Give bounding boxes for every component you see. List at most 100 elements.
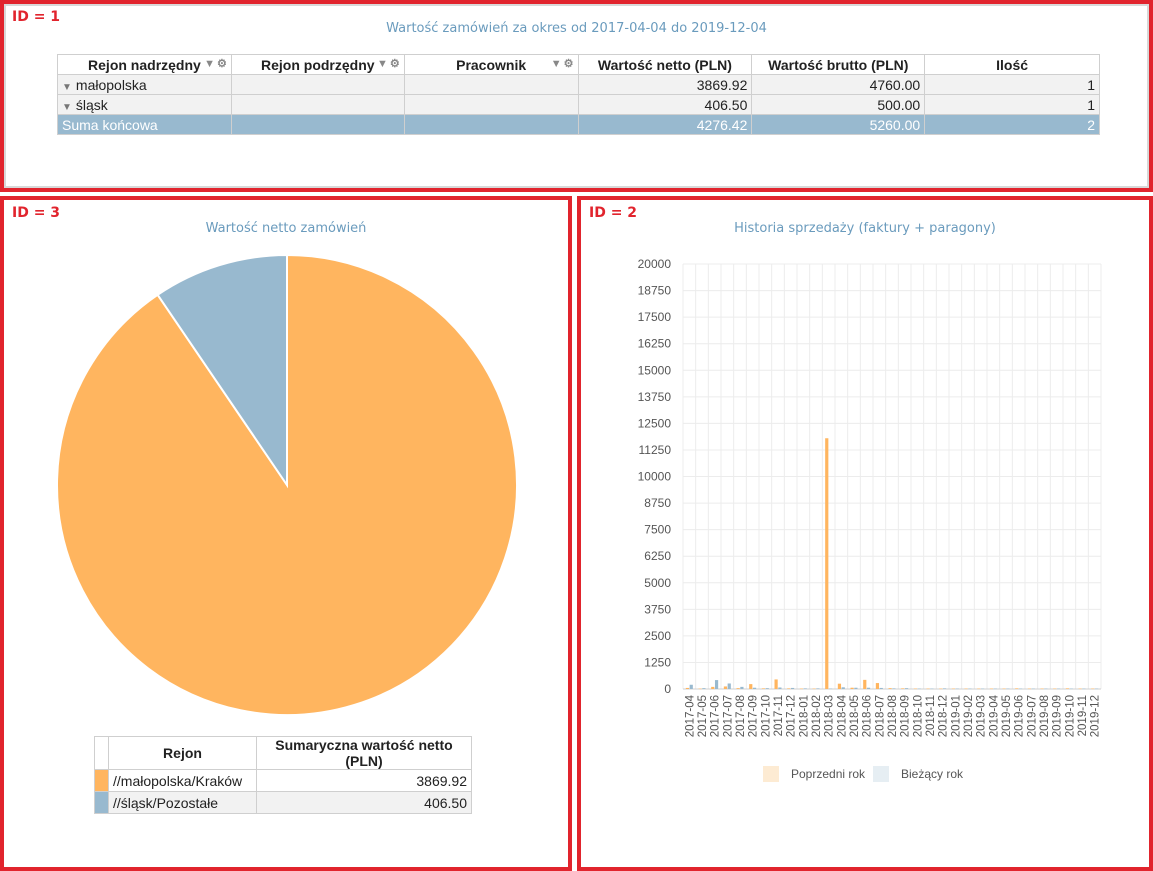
bar[interactable] [951, 688, 956, 690]
bar[interactable] [740, 686, 744, 689]
bar[interactable] [1006, 688, 1010, 690]
x-tick-label: 2017-04 [684, 694, 696, 737]
filter-icon[interactable]: ▼ [376, 58, 388, 70]
column-header-pracownik[interactable]: Pracownik ▼ ⚙ [403, 54, 579, 75]
bar[interactable] [1015, 688, 1019, 689]
bar[interactable] [841, 687, 845, 689]
pie-slice[interactable] [56, 253, 518, 716]
bar[interactable] [828, 688, 833, 690]
bar[interactable] [939, 688, 943, 690]
row-expander[interactable]: ▼ małopolska [57, 74, 232, 95]
gear-icon[interactable]: ⚙ [389, 58, 400, 70]
gear-icon[interactable]: ⚙ [563, 58, 574, 70]
bar[interactable] [685, 687, 690, 689]
column-header-rejon-nadrzedny[interactable]: Rejon nadrzędny ▼ ⚙ [57, 54, 232, 75]
x-tick-label: 2018-05 [849, 695, 861, 737]
total-row: Suma końcowa 4276.42 5260.00 2 [57, 114, 1100, 135]
filter-icon[interactable]: ▼ [550, 58, 562, 70]
column-header-rejon-podrzedny[interactable]: Rejon podrzędny ▼ ⚙ [230, 54, 405, 75]
bar[interactable] [1091, 688, 1095, 690]
collapse-triangle-icon[interactable]: ▼ [62, 101, 72, 113]
x-tick-label: 2019-09 [1052, 695, 1064, 737]
column-header-brutto[interactable]: Wartość brutto (PLN) [751, 54, 926, 75]
bar[interactable] [980, 688, 985, 690]
bar[interactable] [698, 688, 702, 690]
legend-item-current[interactable]: Bieżący rok [873, 766, 963, 782]
legend-item-previous[interactable]: Poprzedni rok [763, 766, 865, 782]
bar[interactable] [752, 687, 757, 689]
bar[interactable] [917, 688, 921, 690]
row-expander[interactable]: ▼ śląsk [57, 94, 232, 115]
bar[interactable] [749, 684, 753, 689]
bar[interactable] [1082, 688, 1086, 690]
bar[interactable] [930, 688, 934, 690]
bar[interactable] [968, 688, 972, 690]
bar[interactable] [736, 688, 740, 689]
bar[interactable] [765, 688, 769, 689]
bar[interactable] [892, 688, 896, 689]
bar[interactable] [1031, 688, 1035, 690]
x-tick-label: 2017-08 [735, 695, 747, 737]
total-netto: 4276.42 [577, 114, 753, 135]
bar[interactable] [913, 688, 918, 690]
bar[interactable] [1078, 688, 1082, 690]
bar[interactable] [1040, 688, 1044, 690]
bar[interactable] [778, 687, 782, 689]
bar[interactable] [1065, 688, 1070, 689]
collapse-triangle-icon[interactable]: ▼ [62, 81, 72, 93]
bar[interactable] [727, 683, 731, 689]
bar[interactable] [1053, 688, 1057, 690]
bar[interactable] [803, 688, 807, 689]
bar[interactable] [714, 680, 719, 689]
column-header-ilosc[interactable]: Ilość [924, 54, 1100, 75]
bar[interactable] [850, 687, 854, 689]
bar[interactable] [812, 688, 816, 690]
gear-icon[interactable]: ⚙ [216, 58, 227, 70]
y-tick-label: 17500 [638, 310, 672, 324]
x-tick-label: 2019-12 [1090, 695, 1102, 737]
bar[interactable] [825, 438, 829, 689]
bar[interactable] [816, 688, 820, 689]
legend-header-value: Sumaryczna wartość netto (PLN) [256, 736, 472, 770]
filter-icon[interactable]: ▼ [204, 58, 215, 70]
bar[interactable] [977, 688, 981, 690]
column-header-netto[interactable]: Wartość netto (PLN) [577, 54, 753, 75]
bar[interactable] [787, 688, 791, 689]
bar[interactable] [790, 687, 795, 689]
bar[interactable] [875, 683, 880, 689]
bar[interactable] [879, 687, 883, 689]
legend-swatch [94, 791, 109, 814]
legend-box [763, 766, 779, 782]
bar[interactable] [993, 688, 997, 690]
bar[interactable] [888, 688, 892, 689]
bar[interactable] [1069, 688, 1073, 690]
bar[interactable] [926, 688, 930, 690]
pie-slice[interactable] [156, 253, 288, 489]
bar[interactable] [854, 687, 858, 689]
bar[interactable] [702, 688, 706, 689]
bar[interactable] [711, 686, 715, 689]
bar[interactable] [866, 687, 871, 689]
bar[interactable] [799, 688, 804, 690]
bar[interactable] [1018, 688, 1023, 690]
bar[interactable] [901, 688, 905, 689]
bar[interactable] [989, 688, 994, 690]
bar[interactable] [774, 679, 778, 689]
bar[interactable] [955, 688, 959, 690]
table-cell-ilosc: 1 [924, 74, 1100, 95]
bar[interactable] [1094, 688, 1099, 690]
bar[interactable] [964, 688, 968, 690]
bar[interactable] [1044, 688, 1048, 690]
legend-header-row: Rejon Sumaryczna wartość netto (PLN) [94, 736, 472, 770]
bar[interactable] [689, 684, 693, 689]
bar[interactable] [904, 688, 909, 689]
bar[interactable] [863, 679, 867, 689]
bar[interactable] [1056, 688, 1061, 690]
bar[interactable] [837, 683, 842, 689]
bar[interactable] [1002, 688, 1006, 690]
bar[interactable] [942, 688, 947, 689]
bar[interactable] [723, 686, 728, 689]
bar[interactable] [1027, 688, 1032, 690]
y-tick-label: 6250 [644, 549, 671, 563]
bar[interactable] [761, 688, 766, 689]
